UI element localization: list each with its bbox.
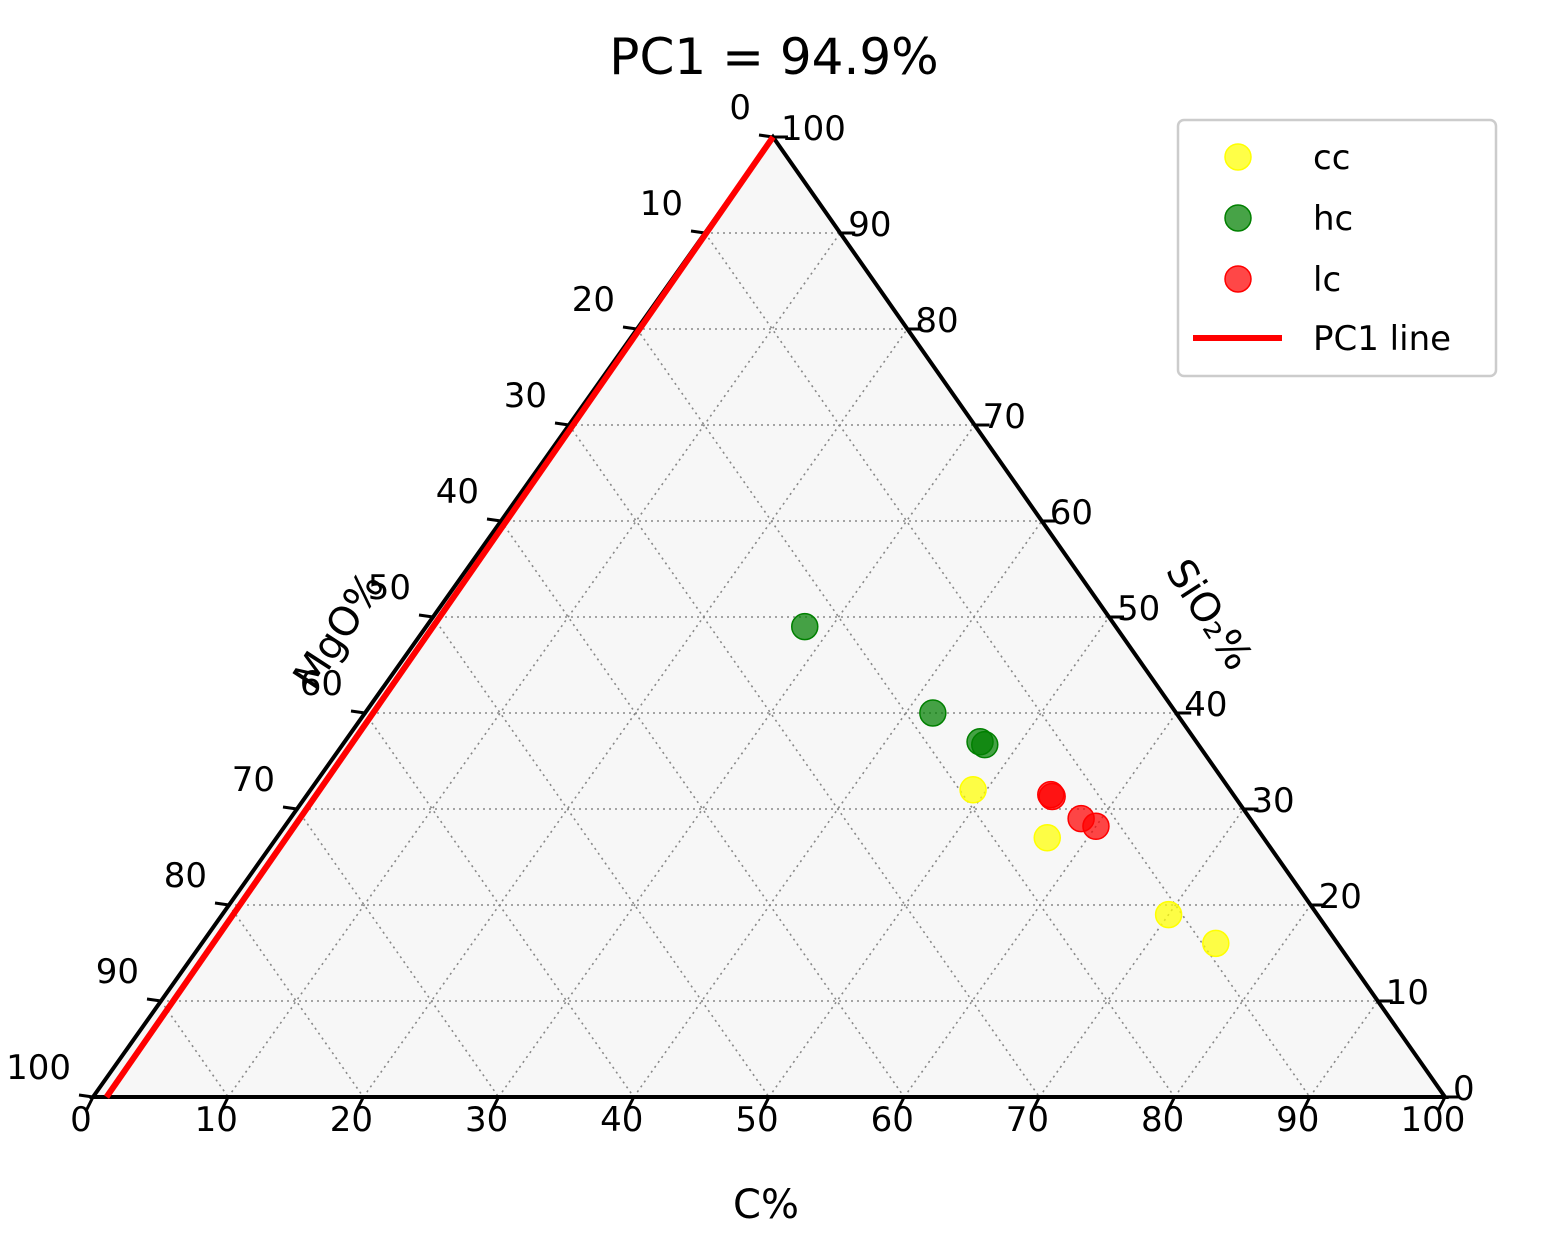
bottom-tick: [1436, 1096, 1447, 1112]
grid-line: [1309, 1000, 1379, 1098]
right-tick-label: 90: [848, 205, 891, 245]
left-tick-label: 60: [300, 664, 343, 704]
left-tick-label: 50: [368, 568, 411, 608]
right-tick-label: 70: [983, 397, 1026, 437]
left-tick-label: 40: [436, 472, 479, 512]
bottom-tick: [1301, 1096, 1312, 1112]
right-tick-label: 10: [1386, 973, 1429, 1013]
point-cc: [1033, 824, 1061, 852]
point-hc: [791, 612, 819, 641]
bottom-tick: [625, 1096, 636, 1112]
bottom-tick: [760, 1096, 771, 1112]
left-tick: [622, 325, 638, 331]
left-tick: [78, 1093, 94, 1099]
pc1-line: [104, 135, 776, 1099]
right-tick-label: 50: [1117, 589, 1160, 629]
left-tick-label: 10: [640, 184, 683, 224]
right-tick-label: 60: [1050, 493, 1093, 533]
bottom-tick-label: 100: [1401, 1100, 1466, 1140]
left-tick-label: 30: [504, 376, 547, 416]
grid-line: [768, 616, 1110, 1098]
grid-line: [432, 616, 770, 1098]
grid-line: [636, 328, 1176, 1098]
point-hc: [919, 699, 947, 727]
bottom-tick: [895, 1096, 906, 1112]
bottom-tick: [490, 1096, 500, 1112]
legend-marker-lc: [1224, 265, 1252, 293]
right-axis-label: SiO₂%: [1156, 551, 1261, 678]
bottom-tick-label: 0: [70, 1100, 92, 1140]
bottom-tick: [84, 1096, 95, 1112]
legend-box: [1176, 118, 1498, 378]
point-lc: [1038, 782, 1066, 811]
right-tick-label: 80: [915, 301, 958, 341]
point-hc: [971, 730, 999, 759]
right-tick-label: 30: [1251, 781, 1294, 821]
left-tick: [350, 709, 366, 715]
bottom-tick-label: 40: [600, 1100, 643, 1140]
series-lines: [104, 135, 776, 1099]
left-tick: [418, 613, 434, 619]
chart-title: PC1 = 94.9%: [609, 28, 938, 86]
right-tick-label: 0: [1453, 1069, 1475, 1109]
right-tick-label: 20: [1319, 877, 1362, 917]
point-cc: [959, 776, 987, 804]
grid-line: [1038, 808, 1245, 1098]
left-tick-label: 90: [96, 952, 139, 992]
bottom-tick-label: 90: [1276, 1100, 1319, 1140]
legend-marker-hc: [1224, 204, 1252, 232]
point-lc: [1082, 812, 1110, 841]
bottom-tick-label: 70: [1006, 1100, 1049, 1140]
grid-line: [227, 232, 841, 1098]
right-tick-label: 100: [781, 109, 846, 149]
legend-label-hc: hc: [1313, 199, 1353, 239]
left-tick-label: 80: [164, 856, 207, 896]
bottom-axis-label: C%: [733, 1182, 799, 1228]
bottom-tick-label: 60: [871, 1100, 914, 1140]
bottom-tick-label: 20: [330, 1100, 373, 1140]
point-cc: [1154, 900, 1183, 929]
point-cc: [1202, 929, 1230, 958]
left-tick: [214, 901, 230, 907]
tick-labels: 0 0 0 10 10 10 20 20 20 30 30 30 40 40 40 50 50 50 60 60 60 7…: [6, 88, 1475, 1140]
left-tick-label: 70: [232, 760, 275, 800]
legend-label-line: PC1 line: [1313, 319, 1451, 359]
grid-line: [362, 328, 909, 1098]
left-tick-label: 20: [572, 280, 615, 320]
left-tick: [690, 229, 706, 235]
grid-line: [160, 1000, 229, 1098]
bottom-tick-label: 50: [735, 1100, 778, 1140]
bottom-tick-label: 80: [1141, 1100, 1184, 1140]
legend-marker-cc: [1224, 143, 1252, 171]
left-tick: [554, 421, 570, 427]
left-tick-label: 100: [6, 1048, 71, 1088]
bottom-tick: [355, 1096, 365, 1112]
bottom-tick: [1166, 1096, 1176, 1112]
grid-line: [364, 712, 635, 1098]
legend-label-lc: lc: [1313, 260, 1341, 300]
right-tick-label: 40: [1184, 685, 1227, 725]
grid-line: [296, 808, 500, 1098]
legend-label-cc: cc: [1313, 138, 1350, 178]
left-tick: [146, 997, 162, 1003]
data-points: [791, 612, 1230, 958]
left-tick: [282, 805, 298, 811]
left-tick: [486, 517, 502, 523]
bottom-tick: [219, 1096, 230, 1112]
bottom-tick-label: 30: [465, 1100, 508, 1140]
grid-lines: [160, 232, 1379, 1098]
legend: cc hc lc PC1 line: [1176, 118, 1498, 378]
bottom-tick-label: 10: [195, 1100, 238, 1140]
left-tick-label: 0: [729, 88, 751, 128]
grid-line: [704, 232, 1311, 1098]
bottom-tick: [1031, 1096, 1041, 1112]
